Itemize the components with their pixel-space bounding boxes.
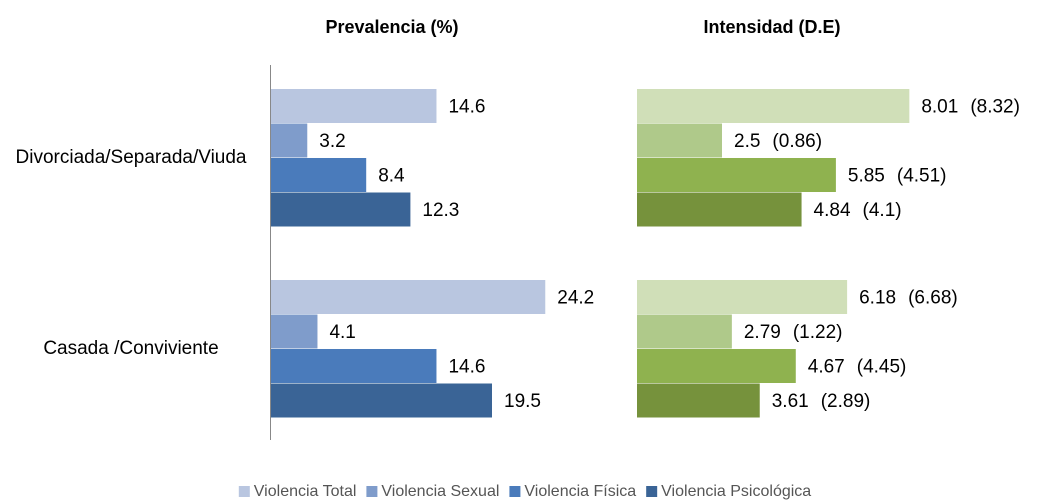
bar [637, 280, 848, 314]
value-label: 19.5 [504, 391, 541, 412]
bar [637, 314, 732, 349]
chart-title: Intensidad (D.E) [703, 17, 840, 37]
value-label: 2.79 [744, 322, 781, 343]
error-label: (0.86) [772, 131, 822, 152]
category-label: Divorciada/Separada/Viuda [15, 147, 247, 168]
value-label: 5.85 [848, 165, 885, 186]
error-label: (8.32) [970, 96, 1020, 117]
value-label: 14.6 [448, 96, 485, 117]
legend-swatch [238, 486, 250, 497]
error-label: (6.68) [908, 287, 958, 308]
bar [637, 383, 760, 418]
error-label: (1.22) [793, 322, 843, 343]
value-label: 3.2 [319, 131, 345, 152]
bar [637, 349, 796, 383]
bar [637, 123, 722, 158]
value-label: 4.1 [329, 322, 355, 343]
bar [271, 280, 546, 314]
value-label: 12.3 [422, 200, 459, 221]
value-label: 8.01 [921, 96, 958, 117]
legend-label: Violencia Sexual [381, 483, 499, 500]
error-label: (4.1) [863, 200, 902, 221]
value-label: 24.2 [557, 287, 594, 308]
value-label: 4.67 [808, 356, 845, 377]
bar [271, 123, 308, 158]
chart-title: Prevalencia (%) [325, 17, 458, 37]
legend-label: Violencia Total [254, 483, 357, 500]
error-label: (2.89) [821, 391, 871, 412]
bar [271, 314, 318, 349]
bar [271, 349, 437, 383]
bar [637, 158, 836, 192]
value-label: 4.84 [814, 200, 851, 221]
category-label: Casada /Conviviente [43, 338, 219, 359]
bar [271, 89, 437, 123]
bar [271, 158, 367, 192]
value-label: 3.61 [772, 391, 809, 412]
bar [637, 192, 802, 227]
bar [637, 89, 910, 123]
legend-swatch [509, 486, 521, 497]
error-label: (4.51) [897, 165, 947, 186]
legend-label: Violencia Psicológica [661, 483, 811, 500]
value-label: 6.18 [859, 287, 896, 308]
value-label: 8.4 [378, 165, 405, 186]
bar [271, 192, 411, 227]
bar [271, 383, 492, 418]
value-label: 14.6 [448, 356, 485, 377]
legend-label: Violencia Física [524, 483, 636, 500]
legend-swatch [646, 486, 658, 497]
value-label: 2.5 [734, 131, 760, 152]
legend-swatch [366, 486, 378, 497]
error-label: (4.45) [857, 356, 907, 377]
